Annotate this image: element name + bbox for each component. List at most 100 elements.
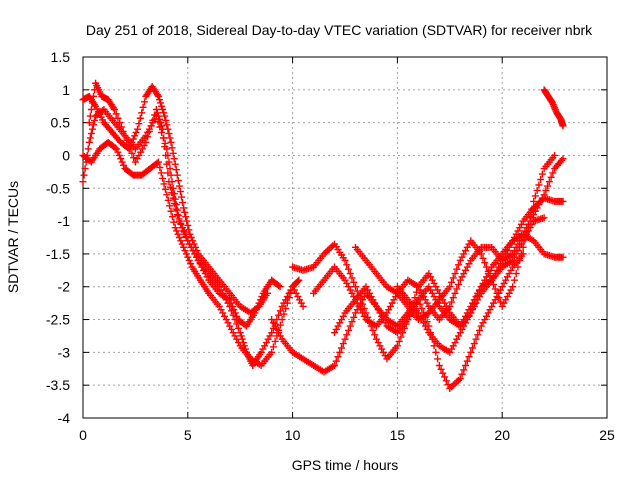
data-point (449, 274, 457, 282)
data-point (469, 344, 477, 352)
data-point (486, 306, 494, 314)
data-layer (79, 79, 567, 392)
data-point (145, 127, 153, 135)
data-point (181, 247, 189, 255)
data-point (456, 329, 464, 337)
data-point (430, 293, 438, 301)
data-point (350, 278, 358, 286)
data-point (233, 335, 241, 343)
data-point (81, 165, 89, 173)
data-point (86, 134, 94, 142)
data-point (332, 357, 340, 365)
data-point (130, 154, 138, 162)
data-point (144, 133, 152, 141)
data-point (488, 302, 496, 310)
data-point (472, 335, 480, 343)
data-point (156, 115, 164, 123)
data-point (254, 302, 262, 310)
data-point (446, 283, 454, 291)
data-point (157, 99, 165, 107)
data-point (475, 286, 483, 294)
data-point (173, 171, 181, 179)
data-point (348, 274, 356, 282)
data-point (524, 227, 532, 235)
data-point (163, 121, 171, 129)
data-point (275, 311, 283, 319)
data-point (269, 319, 277, 327)
data-point (181, 208, 189, 216)
data-point (156, 163, 164, 171)
data-point (180, 204, 188, 212)
data-point (116, 119, 124, 127)
data-point (285, 294, 293, 302)
x-axis-label: GPS time / hours (292, 457, 399, 473)
data-point (182, 250, 190, 258)
data-point (460, 366, 468, 374)
data-point (184, 237, 192, 245)
data-point (482, 312, 490, 320)
data-point (171, 160, 179, 168)
data-point (364, 286, 372, 294)
data-point (160, 180, 168, 188)
data-point (351, 309, 359, 317)
data-point (374, 306, 382, 314)
data-point (167, 207, 175, 215)
data-point (233, 312, 241, 320)
data-point (372, 335, 380, 343)
data-point (224, 319, 232, 327)
data-point (462, 319, 470, 327)
data-point (537, 176, 545, 184)
data-series (393, 214, 548, 356)
data-point (357, 306, 365, 314)
data-point (381, 352, 389, 360)
data-point (514, 227, 522, 235)
data-point (456, 276, 464, 284)
data-point (376, 342, 384, 350)
data-point (276, 321, 284, 329)
data-point (458, 253, 466, 261)
data-point (465, 240, 473, 248)
data-point (174, 230, 182, 238)
data-point (451, 380, 459, 388)
data-point (163, 191, 171, 199)
data-point (167, 138, 175, 146)
data-point (297, 299, 305, 307)
data-point (164, 196, 172, 204)
data-point (439, 369, 447, 377)
data-point (542, 186, 550, 194)
data-point (292, 289, 300, 297)
data-point (175, 215, 183, 223)
data-point (427, 273, 435, 281)
data-point (481, 259, 489, 267)
data-point (472, 299, 480, 307)
data-point (159, 174, 167, 182)
data-point (173, 227, 181, 235)
data-point (460, 250, 468, 258)
data-point (479, 319, 487, 327)
data-point (453, 378, 461, 386)
data-point (514, 247, 522, 255)
data-point (282, 305, 290, 313)
data-point (455, 332, 463, 340)
data-point (231, 309, 239, 317)
data-point (88, 125, 96, 133)
data-point (163, 160, 171, 168)
x-tick-label: 15 (390, 427, 406, 443)
data-point (460, 270, 468, 278)
data-point (397, 333, 405, 341)
data-point (149, 116, 157, 124)
data-point (124, 141, 132, 149)
data-point (456, 375, 464, 383)
data-point (162, 116, 170, 124)
data-point (413, 299, 421, 307)
data-point (533, 201, 541, 209)
data-point (234, 324, 242, 332)
data-point (276, 332, 284, 340)
data-point (503, 293, 511, 301)
data-point (331, 361, 339, 369)
data-series (351, 151, 559, 324)
data-series (79, 138, 303, 369)
data-point (470, 340, 478, 348)
data-point (334, 353, 342, 361)
